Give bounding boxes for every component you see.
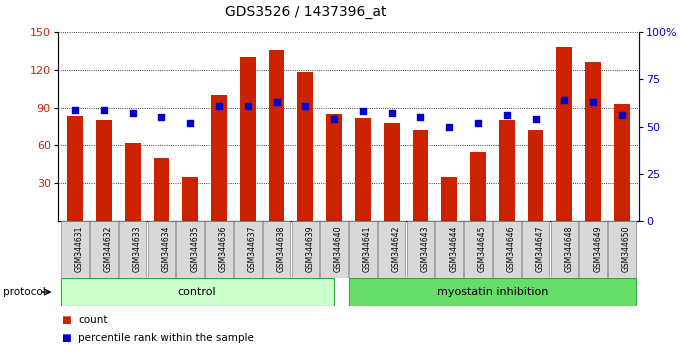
Text: GSM344650: GSM344650 <box>622 225 631 272</box>
Point <box>271 99 282 105</box>
Bar <box>182 177 198 221</box>
Text: myostatin inhibition: myostatin inhibition <box>437 287 548 297</box>
Text: GSM344641: GSM344641 <box>363 225 372 272</box>
Point <box>328 116 339 122</box>
Bar <box>493 221 521 278</box>
Bar <box>205 221 233 278</box>
Bar <box>262 221 290 278</box>
Bar <box>240 57 256 221</box>
Point <box>99 107 109 112</box>
Bar <box>413 130 428 221</box>
Text: ■: ■ <box>61 315 71 325</box>
Bar <box>320 221 348 278</box>
Bar <box>61 221 89 278</box>
Bar <box>528 130 543 221</box>
Point <box>242 103 253 109</box>
Bar <box>551 221 578 278</box>
Bar <box>119 221 146 278</box>
Text: GSM344645: GSM344645 <box>478 225 487 272</box>
Text: GSM344647: GSM344647 <box>536 225 545 272</box>
Text: GSM344649: GSM344649 <box>593 225 602 272</box>
Bar <box>349 279 636 306</box>
Text: GSM344634: GSM344634 <box>161 225 171 272</box>
Bar <box>499 120 515 221</box>
Text: GSM344637: GSM344637 <box>248 225 257 272</box>
Point <box>415 114 426 120</box>
Bar <box>407 221 435 278</box>
Bar <box>378 221 405 278</box>
Point <box>156 114 167 120</box>
Point <box>386 110 397 116</box>
Text: GSM344631: GSM344631 <box>75 225 84 272</box>
Point <box>559 97 570 103</box>
Bar <box>441 177 457 221</box>
Bar <box>522 221 549 278</box>
Text: GSM344639: GSM344639 <box>305 225 314 272</box>
Text: protocol: protocol <box>3 287 46 297</box>
Bar <box>61 279 334 306</box>
Bar <box>234 221 262 278</box>
Point <box>444 124 455 130</box>
Text: GSM344638: GSM344638 <box>277 225 286 272</box>
Text: GSM344648: GSM344648 <box>564 225 573 272</box>
Text: count: count <box>78 315 107 325</box>
Point <box>358 109 369 114</box>
Bar <box>67 116 83 221</box>
Bar <box>435 221 463 278</box>
Bar <box>556 47 573 221</box>
Bar <box>124 143 141 221</box>
Bar <box>579 221 607 278</box>
Text: GSM344646: GSM344646 <box>507 225 516 272</box>
Bar <box>269 50 284 221</box>
Point <box>473 120 483 126</box>
Bar <box>148 221 175 278</box>
Bar <box>464 221 492 278</box>
Point <box>501 112 512 118</box>
Text: GSM344636: GSM344636 <box>219 225 228 272</box>
Bar <box>614 104 630 221</box>
Bar <box>608 221 636 278</box>
Bar <box>154 158 169 221</box>
Bar <box>297 72 313 221</box>
Bar <box>585 62 601 221</box>
Point <box>185 120 196 126</box>
Bar <box>176 221 204 278</box>
Text: GSM344635: GSM344635 <box>190 225 199 272</box>
Bar <box>90 221 118 278</box>
Bar <box>384 123 400 221</box>
Bar <box>349 221 377 278</box>
Text: ■: ■ <box>61 333 71 343</box>
Text: GSM344640: GSM344640 <box>334 225 343 272</box>
Bar <box>326 114 342 221</box>
Point <box>300 103 311 109</box>
Text: GSM344633: GSM344633 <box>133 225 141 272</box>
Point <box>214 103 224 109</box>
Bar <box>470 152 486 221</box>
Point <box>588 99 598 105</box>
Point <box>530 116 541 122</box>
Bar <box>292 221 319 278</box>
Text: control: control <box>177 287 216 297</box>
Bar <box>355 118 371 221</box>
Point <box>617 112 628 118</box>
Text: GSM344643: GSM344643 <box>420 225 430 272</box>
Bar <box>96 120 112 221</box>
Text: GSM344642: GSM344642 <box>392 225 401 272</box>
Text: percentile rank within the sample: percentile rank within the sample <box>78 333 254 343</box>
Text: GSM344644: GSM344644 <box>449 225 458 272</box>
Point <box>127 110 138 116</box>
Text: GDS3526 / 1437396_at: GDS3526 / 1437396_at <box>225 5 387 19</box>
Point <box>69 107 80 112</box>
Text: GSM344632: GSM344632 <box>104 225 113 272</box>
Bar <box>211 95 227 221</box>
